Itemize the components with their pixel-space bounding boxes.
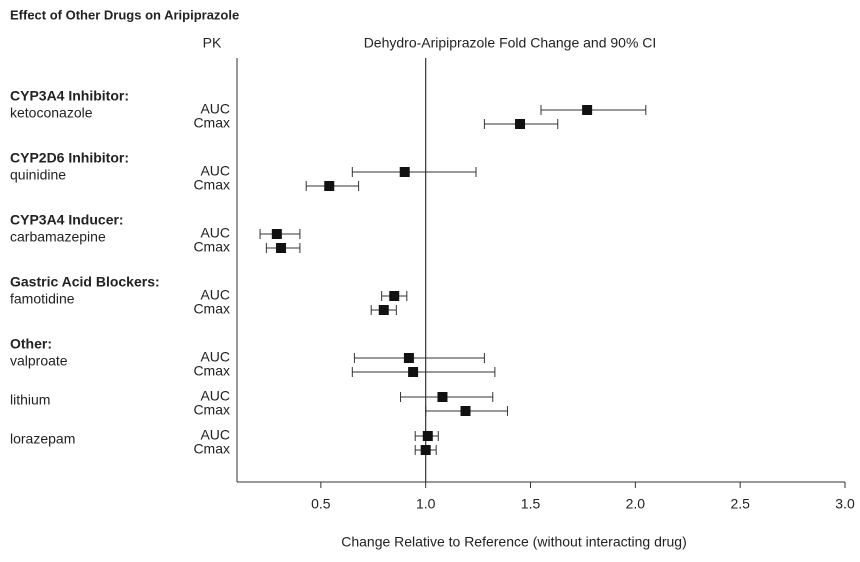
pk-label: Cmax xyxy=(193,441,230,457)
pk-label: Cmax xyxy=(193,239,230,255)
point-marker xyxy=(408,367,419,377)
point-marker xyxy=(378,305,389,315)
pk-label: AUC xyxy=(200,388,230,404)
point-marker xyxy=(460,406,471,416)
pk-label: AUC xyxy=(200,427,230,443)
x-tick-label: 1.5 xyxy=(521,496,541,512)
group-label: CYP3A4 Inducer: xyxy=(10,212,124,228)
group-label: CYP3A4 Inhibitor: xyxy=(10,88,129,104)
pk-label: Cmax xyxy=(193,115,230,131)
chart-title: Effect of Other Drugs on Aripiprazole xyxy=(10,7,239,22)
point-marker xyxy=(399,167,410,177)
pk-label: AUC xyxy=(200,225,230,241)
point-marker xyxy=(271,229,282,239)
point-marker xyxy=(437,392,448,402)
drug-name: ketoconazole xyxy=(10,105,93,121)
drug-name: carbamazepine xyxy=(10,229,106,245)
x-axis-label: Change Relative to Reference (without in… xyxy=(341,534,687,550)
pk-header: PK xyxy=(203,35,222,51)
group-label: Gastric Acid Blockers: xyxy=(10,274,160,290)
pk-label: AUC xyxy=(200,101,230,117)
point-marker xyxy=(389,291,400,301)
pk-label: AUC xyxy=(200,349,230,365)
x-tick-label: 3.0 xyxy=(835,496,855,512)
point-marker xyxy=(403,353,414,363)
point-marker xyxy=(276,243,287,253)
pk-label: AUC xyxy=(200,287,230,303)
point-marker xyxy=(324,181,335,191)
pk-label: Cmax xyxy=(193,402,230,418)
point-marker xyxy=(420,445,431,455)
group-label: CYP2D6 Inhibitor: xyxy=(10,150,129,166)
x-tick-label: 0.5 xyxy=(311,496,331,512)
group-label: Other: xyxy=(10,336,52,352)
chart-subtitle: Dehydro-Aripiprazole Fold Change and 90%… xyxy=(364,35,657,51)
pk-label: Cmax xyxy=(193,177,230,193)
pk-label: AUC xyxy=(200,163,230,179)
point-marker xyxy=(422,431,433,441)
x-tick-label: 2.0 xyxy=(626,496,646,512)
pk-label: Cmax xyxy=(193,363,230,379)
point-marker xyxy=(582,105,593,115)
drug-name: lorazepam xyxy=(10,431,75,447)
point-marker xyxy=(515,119,526,129)
drug-name: lithium xyxy=(10,392,50,408)
x-tick-label: 2.5 xyxy=(730,496,750,512)
x-tick-label: 1.0 xyxy=(416,496,436,512)
pk-label: Cmax xyxy=(193,301,230,317)
drug-name: quinidine xyxy=(10,167,66,183)
drug-name: valproate xyxy=(10,353,68,369)
drug-name: famotidine xyxy=(10,291,75,307)
